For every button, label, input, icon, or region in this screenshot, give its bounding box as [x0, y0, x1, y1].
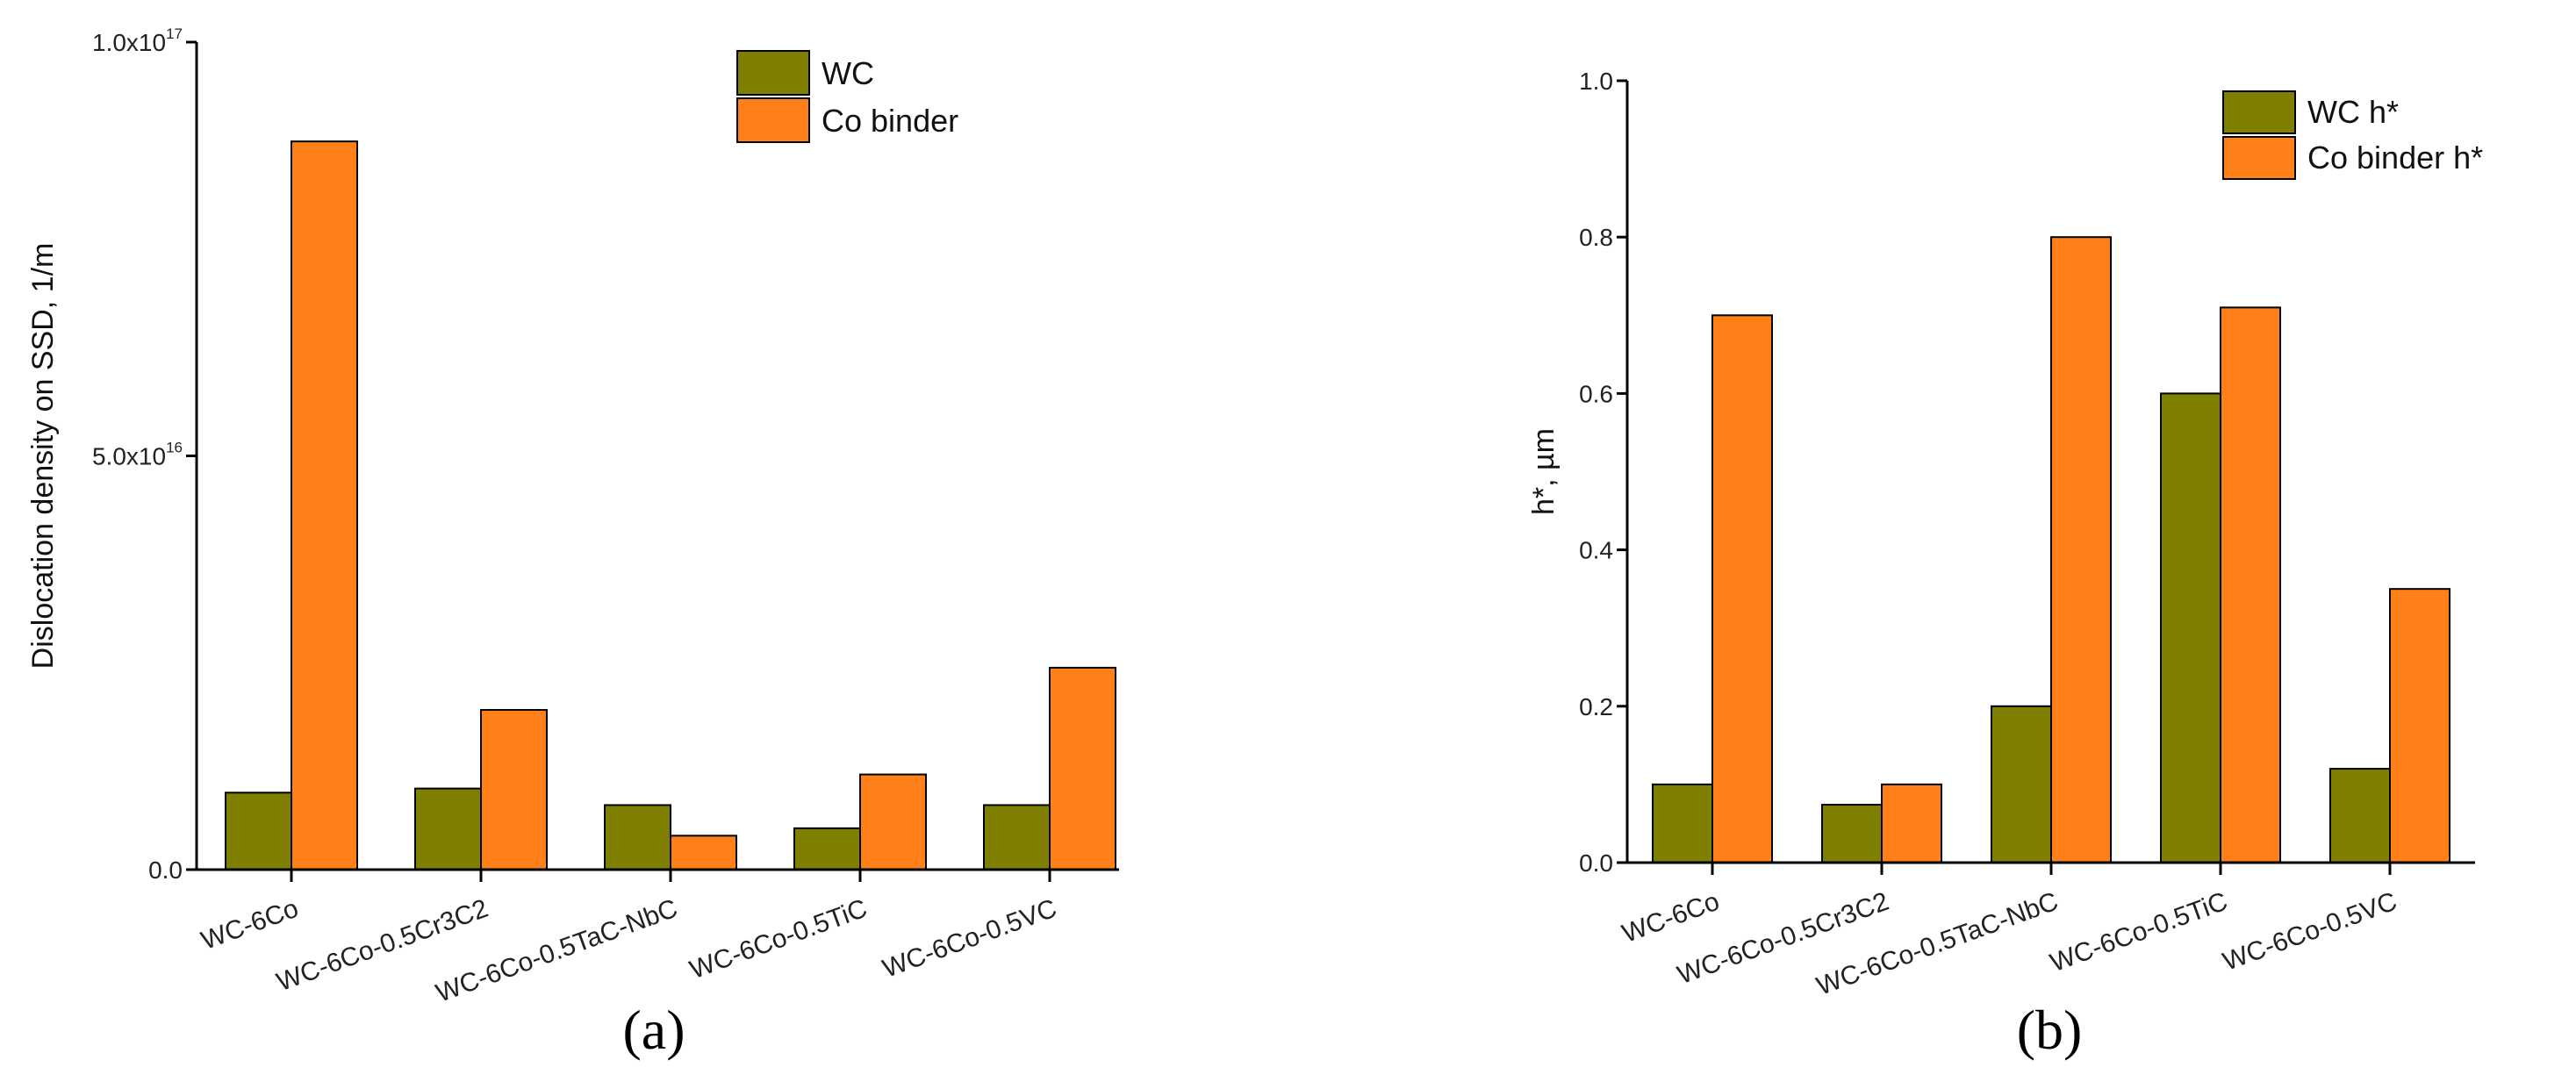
bar-co-4 [1049, 666, 1116, 871]
bar-wc-4 [983, 804, 1051, 870]
legend-label: WC [822, 55, 874, 91]
bar-wc-3 [2160, 392, 2221, 863]
y-axis-title: h*, µm [1527, 428, 1561, 515]
bar-co-4 [2389, 588, 2450, 864]
y-tick-label: 0.4 [1579, 537, 1613, 564]
legend-label: WC h* [2307, 94, 2399, 130]
y-tick-mantissa: 5.0x10 [92, 443, 166, 470]
y-tick-label: 0.2 [1579, 693, 1613, 720]
x-tick-label: WC-6Co-0.5TiC [2047, 887, 2232, 978]
panel-label: (b) [2017, 999, 2083, 1061]
panel-label: (a) [622, 999, 685, 1061]
legend-label: Co binder [822, 103, 958, 139]
bar-co-3 [859, 773, 927, 870]
bar-co-3 [2220, 306, 2281, 863]
y-tick-mantissa: 1.0 [1579, 68, 1613, 95]
y-tick-mantissa: 0.0 [1579, 849, 1613, 877]
legend-swatch-wc [736, 50, 810, 96]
bar-wc-3 [793, 827, 861, 870]
bar-co-1 [1881, 783, 1942, 864]
x-tick-label: WC-6Co-0.5TiC [686, 894, 872, 985]
x-tick-label: WC-6Co [1618, 887, 1723, 949]
y-tick-exponent: 16 [166, 440, 183, 456]
y-tick-mantissa: 1.0x10 [92, 29, 166, 56]
legend-label: Co binder h* [2307, 140, 2483, 176]
y-tick-mantissa: 0.0 [148, 856, 183, 884]
y-tick-mantissa: 0.6 [1579, 380, 1613, 407]
y-tick-label: 0.0 [1579, 849, 1613, 877]
y-axis-title: Dislocation density on SSD, 1/m [26, 243, 60, 670]
bar-co-0 [1711, 314, 1773, 863]
bar-wc-2 [1991, 705, 2052, 863]
bar-co-1 [480, 709, 548, 870]
bar-co-2 [670, 835, 737, 870]
y-tick-label: 0.0 [148, 856, 183, 884]
bar-co-2 [2050, 236, 2112, 863]
y-tick-label: 0.6 [1579, 380, 1613, 407]
y-tick-mantissa: 0.2 [1579, 693, 1613, 720]
y-tick-mantissa: 0.8 [1579, 224, 1613, 251]
x-tick-label: WC-6Co-0.5VC [879, 894, 1060, 984]
chart-a: 0.05.0x10161.0x1017WC-6CoWC-6Co-0.5Cr3C2… [26, 25, 1119, 1061]
y-tick-label: 0.8 [1579, 224, 1613, 251]
y-tick-exponent: 17 [166, 25, 183, 42]
legend-swatch-wc [2222, 90, 2296, 134]
y-tick-mantissa: 0.4 [1579, 537, 1613, 564]
bar-wc-1 [1821, 804, 1883, 863]
chart-b: 0.00.20.40.60.81.0WC-6CoWC-6Co-0.5Cr3C2W… [1527, 68, 2483, 1061]
y-tick-label: 5.0x1016 [92, 440, 183, 470]
y-tick-label: 1.0 [1579, 68, 1613, 95]
x-tick-label: WC-6Co-0.5VC [2219, 887, 2400, 977]
y-tick-label: 1.0x1017 [92, 25, 183, 56]
bar-wc-0 [225, 792, 292, 871]
bar-co-0 [291, 140, 358, 871]
bar-wc-1 [414, 787, 482, 870]
bar-wc-4 [2329, 768, 2391, 864]
bar-wc-2 [604, 804, 671, 870]
x-tick-label: WC-6Co [197, 894, 302, 956]
bar-wc-0 [1652, 783, 1713, 864]
legend-swatch-co [2222, 136, 2296, 180]
legend-swatch-co [736, 97, 810, 143]
